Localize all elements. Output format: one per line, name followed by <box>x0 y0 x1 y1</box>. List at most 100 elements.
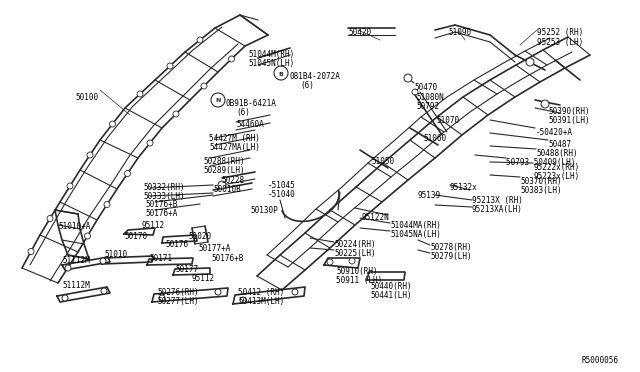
Text: 50224(RH): 50224(RH) <box>334 240 376 249</box>
Text: 50177+A: 50177+A <box>198 244 230 253</box>
Circle shape <box>349 258 355 264</box>
Text: 50277(LH): 50277(LH) <box>157 297 198 306</box>
Text: 50176+B: 50176+B <box>211 254 243 263</box>
Text: R5000056: R5000056 <box>582 356 619 365</box>
Text: 50289(LH): 50289(LH) <box>203 166 244 175</box>
Text: 95253 (LH): 95253 (LH) <box>537 38 583 47</box>
Text: 51044MA(RH): 51044MA(RH) <box>390 221 441 230</box>
Text: B: B <box>278 71 284 77</box>
Text: 50332(RH): 50332(RH) <box>143 183 184 192</box>
Text: 50792: 50792 <box>416 102 439 111</box>
Text: 50441(LH): 50441(LH) <box>370 291 412 300</box>
Circle shape <box>147 140 153 146</box>
Text: -50420+A: -50420+A <box>536 128 573 137</box>
Circle shape <box>292 289 298 295</box>
Text: 50470: 50470 <box>414 83 437 92</box>
Circle shape <box>197 37 203 43</box>
Text: 51020: 51020 <box>188 232 211 241</box>
Text: 50391(LH): 50391(LH) <box>548 116 589 125</box>
Text: 95112: 95112 <box>141 221 164 230</box>
Text: 51070: 51070 <box>436 116 459 125</box>
Text: 50170: 50170 <box>124 232 147 241</box>
Text: 50176+A: 50176+A <box>145 209 177 218</box>
Text: 50228: 50228 <box>221 176 244 185</box>
Text: 50276(RH): 50276(RH) <box>157 288 198 297</box>
Text: 50383(LH): 50383(LH) <box>520 186 562 195</box>
Circle shape <box>201 83 207 89</box>
Text: 95223x(LH): 95223x(LH) <box>533 172 579 181</box>
Text: 50488(RH): 50488(RH) <box>536 149 578 158</box>
Text: 95213X (RH): 95213X (RH) <box>472 196 523 205</box>
Text: 50793 50409(LH): 50793 50409(LH) <box>506 158 575 167</box>
Text: 50176+B: 50176+B <box>145 200 177 209</box>
Text: 95122N: 95122N <box>362 213 390 222</box>
Text: 95132x: 95132x <box>449 183 477 192</box>
Text: 50487: 50487 <box>548 140 571 149</box>
Circle shape <box>87 152 93 158</box>
Text: 50171: 50171 <box>149 254 172 263</box>
Circle shape <box>65 265 71 271</box>
Text: (6): (6) <box>300 81 314 90</box>
Circle shape <box>218 181 226 189</box>
Text: 50010B: 50010B <box>213 185 241 194</box>
Circle shape <box>101 288 107 294</box>
Text: 51112M: 51112M <box>62 256 90 265</box>
Circle shape <box>125 170 131 176</box>
Text: 50420: 50420 <box>348 28 371 37</box>
Text: 95252 (RH): 95252 (RH) <box>537 28 583 37</box>
Circle shape <box>100 258 106 264</box>
Text: 50333(LH): 50333(LH) <box>143 192 184 201</box>
Circle shape <box>84 233 90 239</box>
Text: -51045: -51045 <box>268 181 296 190</box>
Text: 0B91B-6421A: 0B91B-6421A <box>226 99 277 108</box>
Circle shape <box>526 58 534 66</box>
Circle shape <box>159 295 165 301</box>
Text: 50440(RH): 50440(RH) <box>370 282 412 291</box>
Text: -51040: -51040 <box>268 190 296 199</box>
Text: 51010: 51010 <box>104 250 127 259</box>
Text: 51045NA(LH): 51045NA(LH) <box>390 230 441 239</box>
Text: 54460A: 54460A <box>236 120 264 129</box>
Text: 50176: 50176 <box>165 240 188 249</box>
Text: 51044M(RH): 51044M(RH) <box>248 50 294 59</box>
Circle shape <box>47 215 53 221</box>
Text: 081B4-2072A: 081B4-2072A <box>290 72 341 81</box>
Text: 95213XA(LH): 95213XA(LH) <box>472 205 523 214</box>
Text: 50413M(LH): 50413M(LH) <box>238 297 284 306</box>
Text: 50288(RH): 50288(RH) <box>203 157 244 166</box>
Text: 54427M (RH): 54427M (RH) <box>209 134 260 143</box>
Circle shape <box>240 297 246 303</box>
Circle shape <box>404 74 412 82</box>
Text: 51112M: 51112M <box>62 281 90 290</box>
Text: (6): (6) <box>236 108 250 117</box>
Text: 95222x(RH): 95222x(RH) <box>533 163 579 172</box>
Text: 50100: 50100 <box>75 93 98 102</box>
Text: 51010+A: 51010+A <box>58 222 90 231</box>
Circle shape <box>137 91 143 97</box>
Text: 50177: 50177 <box>175 265 198 274</box>
Text: 50412 (RH): 50412 (RH) <box>238 288 284 297</box>
Circle shape <box>167 63 173 69</box>
Text: 50279(LH): 50279(LH) <box>430 252 472 261</box>
Text: 50370(RH): 50370(RH) <box>520 177 562 186</box>
Circle shape <box>327 259 333 265</box>
Circle shape <box>541 100 549 108</box>
Text: 51050: 51050 <box>371 157 394 166</box>
Circle shape <box>62 295 68 301</box>
Circle shape <box>228 56 234 62</box>
Text: 50130P: 50130P <box>250 206 278 215</box>
Text: 54427MA(LH): 54427MA(LH) <box>209 143 260 152</box>
Text: 51090: 51090 <box>448 28 471 37</box>
Text: 51080N: 51080N <box>416 93 444 102</box>
Text: 50911 (LH): 50911 (LH) <box>336 276 382 285</box>
Text: N: N <box>215 99 221 103</box>
Circle shape <box>104 202 110 208</box>
Circle shape <box>109 121 115 127</box>
Text: 95112: 95112 <box>192 274 215 283</box>
Text: 50278(RH): 50278(RH) <box>430 243 472 252</box>
Text: 51060: 51060 <box>423 134 446 143</box>
Circle shape <box>215 289 221 295</box>
Circle shape <box>28 248 34 254</box>
Circle shape <box>67 183 73 189</box>
Circle shape <box>173 111 179 117</box>
